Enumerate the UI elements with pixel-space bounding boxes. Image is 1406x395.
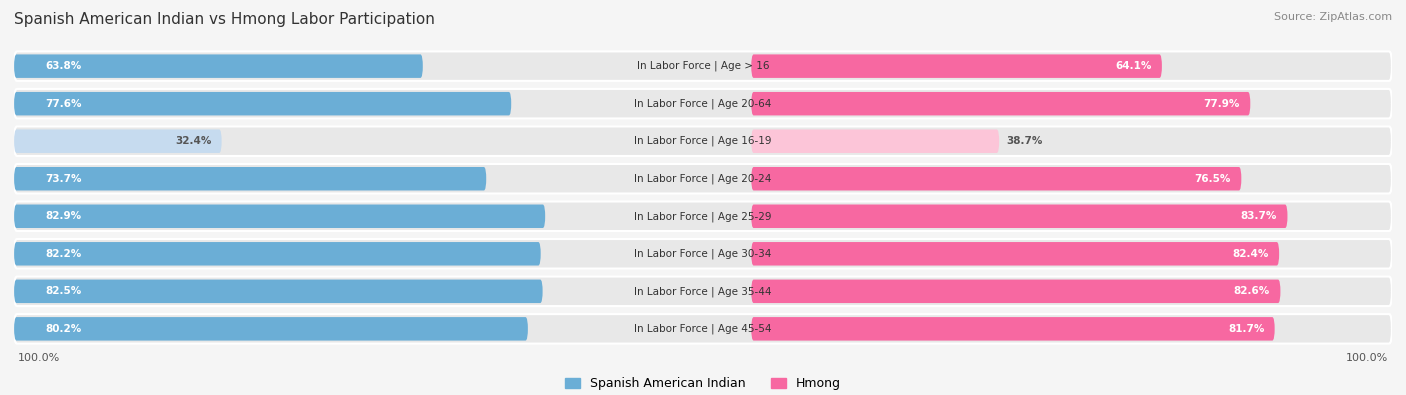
FancyBboxPatch shape (14, 51, 1392, 81)
Text: 63.8%: 63.8% (45, 61, 82, 71)
Text: In Labor Force | Age 35-44: In Labor Force | Age 35-44 (634, 286, 772, 297)
FancyBboxPatch shape (751, 55, 1161, 78)
Text: Source: ZipAtlas.com: Source: ZipAtlas.com (1274, 12, 1392, 22)
Text: 38.7%: 38.7% (1007, 136, 1042, 146)
Text: In Labor Force | Age 45-54: In Labor Force | Age 45-54 (634, 324, 772, 334)
FancyBboxPatch shape (751, 167, 1241, 190)
FancyBboxPatch shape (751, 205, 1288, 228)
Text: 64.1%: 64.1% (1115, 61, 1152, 71)
Text: 82.5%: 82.5% (45, 286, 82, 296)
Text: 82.4%: 82.4% (1233, 249, 1268, 259)
FancyBboxPatch shape (14, 130, 222, 153)
Text: 32.4%: 32.4% (174, 136, 211, 146)
FancyBboxPatch shape (14, 242, 541, 265)
FancyBboxPatch shape (14, 164, 1392, 194)
Text: 80.2%: 80.2% (45, 324, 82, 334)
Text: 100.0%: 100.0% (17, 353, 59, 363)
Text: 82.9%: 82.9% (45, 211, 82, 221)
FancyBboxPatch shape (14, 201, 1392, 231)
Text: 83.7%: 83.7% (1240, 211, 1277, 221)
FancyBboxPatch shape (751, 280, 1281, 303)
FancyBboxPatch shape (14, 89, 1392, 118)
Text: 73.7%: 73.7% (45, 174, 82, 184)
FancyBboxPatch shape (14, 205, 546, 228)
Text: In Labor Force | Age 30-34: In Labor Force | Age 30-34 (634, 248, 772, 259)
Text: 77.9%: 77.9% (1204, 99, 1240, 109)
Text: In Labor Force | Age > 16: In Labor Force | Age > 16 (637, 61, 769, 71)
FancyBboxPatch shape (14, 92, 512, 115)
Text: 81.7%: 81.7% (1227, 324, 1264, 334)
Text: 82.6%: 82.6% (1234, 286, 1270, 296)
Text: Spanish American Indian vs Hmong Labor Participation: Spanish American Indian vs Hmong Labor P… (14, 12, 434, 27)
FancyBboxPatch shape (14, 280, 543, 303)
FancyBboxPatch shape (14, 239, 1392, 269)
FancyBboxPatch shape (14, 55, 423, 78)
Text: 100.0%: 100.0% (1347, 353, 1389, 363)
FancyBboxPatch shape (751, 130, 1000, 153)
Text: 82.2%: 82.2% (45, 249, 82, 259)
FancyBboxPatch shape (14, 317, 527, 340)
Text: In Labor Force | Age 20-24: In Labor Force | Age 20-24 (634, 173, 772, 184)
FancyBboxPatch shape (751, 317, 1275, 340)
FancyBboxPatch shape (14, 126, 1392, 156)
FancyBboxPatch shape (14, 167, 486, 190)
FancyBboxPatch shape (751, 242, 1279, 265)
FancyBboxPatch shape (14, 314, 1392, 344)
Text: 77.6%: 77.6% (45, 99, 82, 109)
FancyBboxPatch shape (14, 276, 1392, 306)
Text: 76.5%: 76.5% (1195, 174, 1232, 184)
FancyBboxPatch shape (751, 92, 1250, 115)
Legend: Spanish American Indian, Hmong: Spanish American Indian, Hmong (560, 372, 846, 395)
Text: In Labor Force | Age 25-29: In Labor Force | Age 25-29 (634, 211, 772, 222)
Text: In Labor Force | Age 20-64: In Labor Force | Age 20-64 (634, 98, 772, 109)
Text: In Labor Force | Age 16-19: In Labor Force | Age 16-19 (634, 136, 772, 147)
